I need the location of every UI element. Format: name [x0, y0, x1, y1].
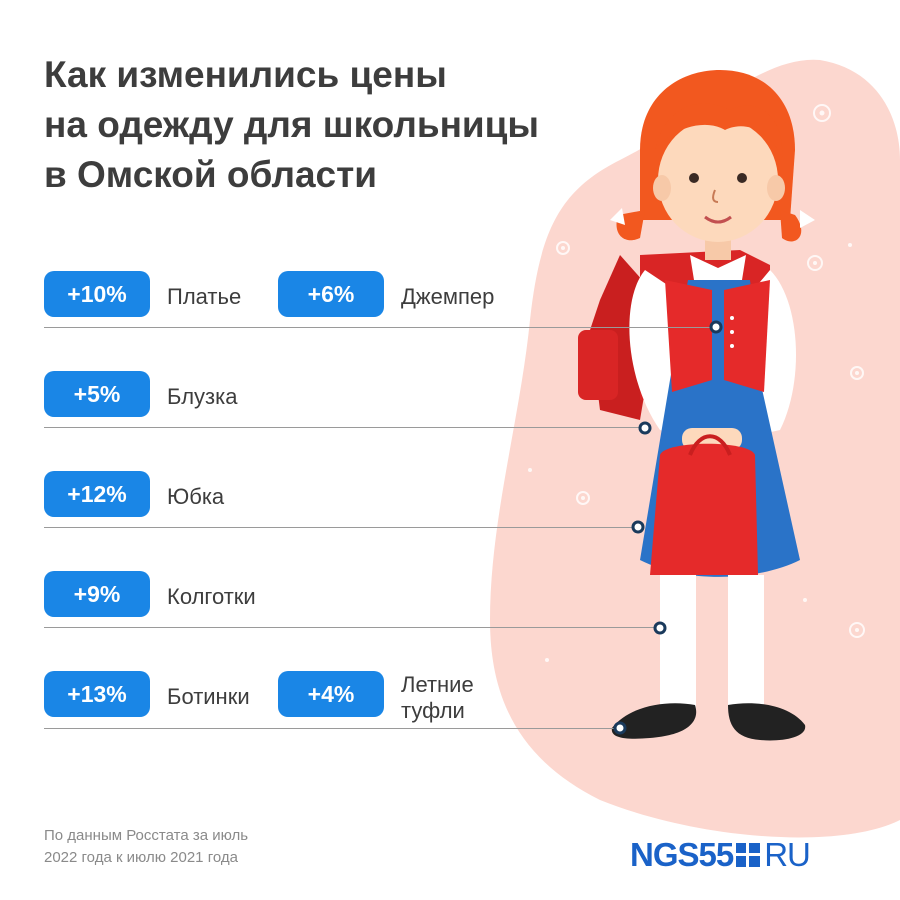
item-label-dress: Платье: [167, 284, 242, 309]
title-line-2: на одежду для школьницы: [44, 104, 540, 145]
title-line-3: в Омской области: [44, 154, 377, 195]
ngs55-logo: NGS55 RU: [630, 836, 811, 874]
pointer-dot-skirt: [631, 520, 645, 534]
change-badge-boots: +13%: [44, 671, 150, 717]
logo-square-icon: [736, 843, 761, 867]
page-title: Как изменились цены на одежду для школьн…: [44, 50, 644, 200]
pointer-line-skirt: [44, 527, 634, 528]
pointer-dot-jumper: [709, 320, 723, 334]
pointer-dot-shoes: [613, 721, 627, 735]
change-badge-jumper: +6%: [278, 271, 384, 317]
change-badge-dress: +10%: [44, 271, 150, 317]
title-line-1: Как изменились цены: [44, 54, 447, 95]
pointer-line-blouse: [44, 427, 641, 428]
pointer-line-shoes: [44, 728, 616, 729]
item-label-summer-shoes: Летние туфли: [401, 672, 474, 724]
source-footnote: По данным Росстата за июль 2022 года к и…: [44, 825, 248, 869]
footnote-line-2: 2022 года к июлю 2021 года: [44, 849, 238, 866]
item-label-skirt: Юбка: [167, 484, 225, 509]
logo-left-text: NGS55: [630, 836, 734, 873]
pointer-dot-tights: [653, 621, 667, 635]
item-label-boots: Ботинки: [167, 684, 250, 709]
change-badge-skirt: +12%: [44, 471, 150, 517]
pointer-dot-blouse: [638, 421, 652, 435]
change-badge-summer-shoes: +4%: [278, 671, 384, 717]
footnote-line-1: По данным Росстата за июль: [44, 827, 249, 844]
item-label-tights: Колготки: [167, 584, 256, 609]
pointer-line-jumper: [44, 327, 712, 328]
summer-shoes-line-2: туфли: [401, 698, 465, 723]
summer-shoes-line-1: Летние: [401, 672, 474, 697]
pointer-line-tights: [44, 627, 656, 628]
change-badge-tights: +9%: [44, 571, 150, 617]
item-label-blouse: Блузка: [167, 384, 238, 409]
item-label-jumper: Джемпер: [401, 284, 495, 309]
logo-right-text: RU: [764, 836, 811, 873]
change-badge-blouse: +5%: [44, 371, 150, 417]
